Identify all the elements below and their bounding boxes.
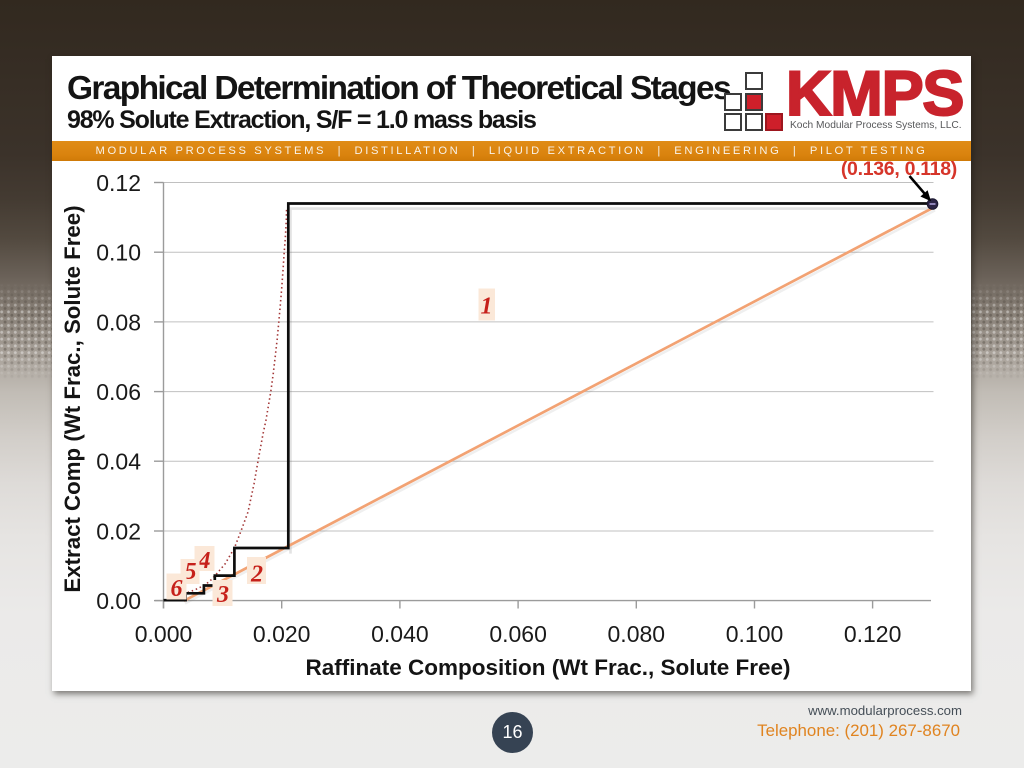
svg-text:6: 6 [171,576,183,602]
svg-text:(0.136, 0.118): (0.136, 0.118) [841,158,957,180]
svg-text:0.080: 0.080 [608,621,666,647]
svg-text:0.08: 0.08 [96,309,141,335]
svg-text:1: 1 [481,294,493,320]
svg-text:Extract Comp (Wt Frac., Solute: Extract Comp (Wt Frac., Solute Free) [60,205,85,592]
svg-text:0.12: 0.12 [96,170,141,196]
svg-text:2: 2 [250,562,263,588]
svg-text:0.00: 0.00 [96,588,141,614]
svg-text:Raffinate Composition (Wt Frac: Raffinate Composition (Wt Frac., Solute … [305,655,790,680]
svg-text:0.10: 0.10 [96,240,141,266]
svg-text:4: 4 [198,548,211,574]
svg-text:0.04: 0.04 [96,449,141,475]
svg-text:0.020: 0.020 [253,621,311,647]
svg-text:0.100: 0.100 [726,621,784,647]
svg-text:5: 5 [185,559,197,585]
svg-text:0.06: 0.06 [96,379,141,405]
svg-text:0.120: 0.120 [844,621,902,647]
svg-text:3: 3 [216,582,229,608]
svg-text:0.060: 0.060 [489,621,547,647]
svg-text:0.040: 0.040 [371,621,429,647]
svg-text:0.02: 0.02 [96,519,141,545]
svg-text:0.000: 0.000 [135,621,193,647]
